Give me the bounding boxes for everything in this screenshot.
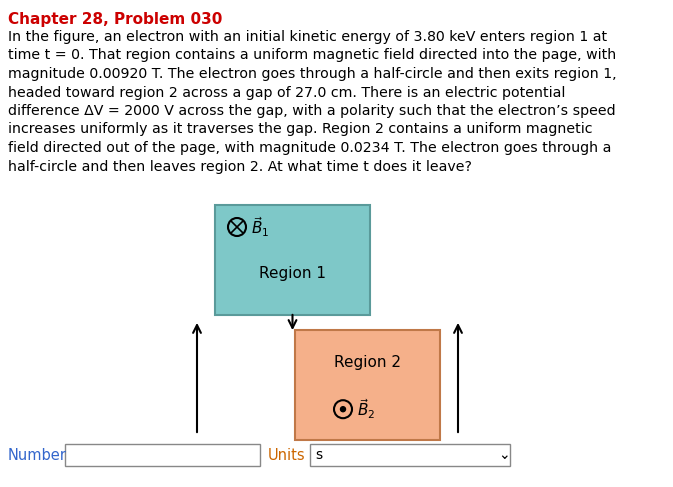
Text: Region 2: Region 2 bbox=[334, 356, 401, 371]
Text: Region 1: Region 1 bbox=[259, 266, 326, 281]
Text: $\vec{B}_1$: $\vec{B}_1$ bbox=[251, 215, 269, 239]
Circle shape bbox=[341, 407, 345, 412]
Text: half-circle and then leaves region 2. At what time t does it leave?: half-circle and then leaves region 2. At… bbox=[8, 160, 472, 173]
Bar bbox=[65, 444, 260, 466]
Text: ⌄: ⌄ bbox=[498, 448, 509, 462]
Text: In the figure, an electron with an initial kinetic energy of 3.80 keV enters reg: In the figure, an electron with an initi… bbox=[8, 30, 607, 44]
Text: increases uniformly as it traverses the gap. Region 2 contains a uniform magneti: increases uniformly as it traverses the … bbox=[8, 123, 592, 136]
Text: Number: Number bbox=[8, 448, 67, 463]
Text: Chapter 28, Problem 030: Chapter 28, Problem 030 bbox=[8, 12, 222, 27]
Text: headed toward region 2 across a gap of 27.0 cm. There is an electric potential: headed toward region 2 across a gap of 2… bbox=[8, 86, 565, 99]
Text: time t = 0. That region contains a uniform magnetic field directed into the page: time t = 0. That region contains a unifo… bbox=[8, 49, 616, 62]
Bar bbox=[310, 444, 510, 466]
Text: s: s bbox=[315, 448, 322, 462]
Bar bbox=[295, 330, 440, 440]
Text: $\vec{B}_2$: $\vec{B}_2$ bbox=[357, 397, 376, 421]
Text: difference ΔV = 2000 V across the gap, with a polarity such that the electron’s : difference ΔV = 2000 V across the gap, w… bbox=[8, 104, 616, 118]
Bar bbox=[215, 205, 370, 315]
Text: magnitude 0.00920 T. The electron goes through a half-circle and then exits regi: magnitude 0.00920 T. The electron goes t… bbox=[8, 67, 616, 81]
Text: Units: Units bbox=[268, 448, 306, 463]
Text: field directed out of the page, with magnitude 0.0234 T. The electron goes throu: field directed out of the page, with mag… bbox=[8, 141, 611, 155]
